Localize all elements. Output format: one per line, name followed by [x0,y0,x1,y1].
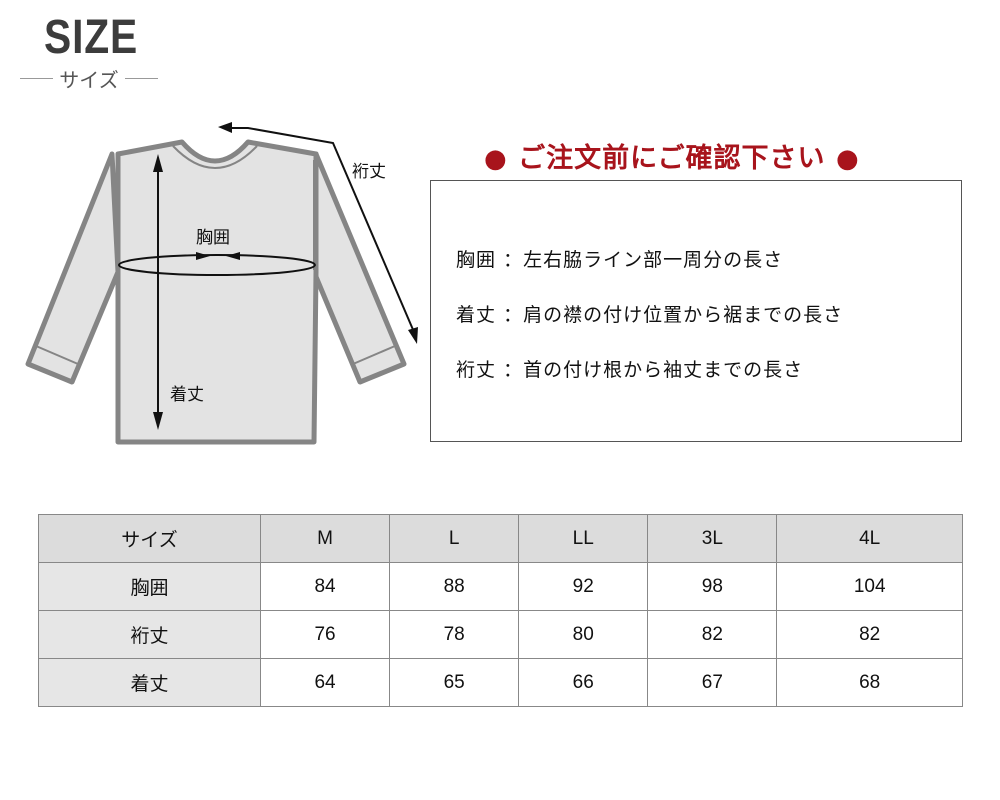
cell: 92 [518,562,649,611]
row-header: 裄丈 [38,610,261,659]
subtitle-text: サイズ [59,68,119,92]
table-row: 胸囲 84 88 92 98 104 [38,562,963,611]
cell: 82 [776,610,963,659]
table-row: 着丈 64 65 66 67 68 [38,658,963,707]
divider [20,78,54,79]
cell: 65 [389,658,520,707]
cell: 98 [647,562,778,611]
sleeve-arrow [232,127,415,333]
sweater-diagram [25,122,418,445]
size-logo: SIZE [44,11,139,64]
header-cell: M [259,514,391,563]
bullet-icon: ● [835,144,860,174]
chest-label: 胸囲 [196,228,230,248]
definition-row: 胸囲 ：左右脇ライン部一周分の長さ [456,249,784,271]
arrow-icon [153,412,163,430]
sweater-body [115,139,319,445]
cell: 80 [518,610,649,659]
arrow-icon [218,122,232,133]
bullet-icon: ● [484,144,508,174]
cell: 78 [389,610,520,659]
size-table: サイズ M L LL 3L 4L 胸囲 84 88 92 98 104 裄丈 7… [38,514,963,707]
cuff-line [352,345,396,365]
arrow-icon [226,252,240,260]
row-header: 着丈 [38,658,261,707]
cell: 64 [259,658,391,707]
header-cell: 3L [647,514,778,563]
arrow-icon [153,154,163,172]
cell: 84 [259,562,391,611]
cell: 76 [259,610,391,659]
row-header: 胸囲 [38,562,261,611]
arrow-icon [408,327,418,344]
cell: 66 [518,658,649,707]
length-label: 着丈 [170,385,204,405]
arrow-icon [196,252,210,260]
table-header-row: サイズ M L LL 3L 4L [38,514,963,563]
cell: 67 [647,658,778,707]
header-cell: L [389,514,520,563]
table-row: 裄丈 76 78 80 82 82 [38,610,963,659]
header-cell: 4L [776,514,963,563]
cell: 82 [647,610,778,659]
notice-heading: ● ご注文前にご確認下さい ● [484,136,860,175]
cell: 104 [776,562,963,611]
notice-title: ご注文前にご確認下さい [518,143,826,174]
header-cell: LL [518,514,649,563]
cell: 68 [776,658,963,707]
divider [124,78,158,79]
definitions-box: 胸囲 ：左右脇ライン部一周分の長さ 着丈 ：肩の襟の付け位置から裾までの長さ 裄… [430,180,962,442]
size-subtitle: サイズ [14,64,164,93]
cuff-line [35,345,79,365]
definition-row: 裄丈 ：首の付け根から袖丈までの長さ [456,359,804,381]
collar-rib [172,145,258,169]
definition-row: 着丈 ：肩の襟の付け位置から裾までの長さ [456,304,844,326]
sleeve-label: 裄丈 [352,162,386,182]
cell: 88 [389,562,520,611]
header-cell: サイズ [38,514,261,563]
chest-ellipse [118,254,316,276]
